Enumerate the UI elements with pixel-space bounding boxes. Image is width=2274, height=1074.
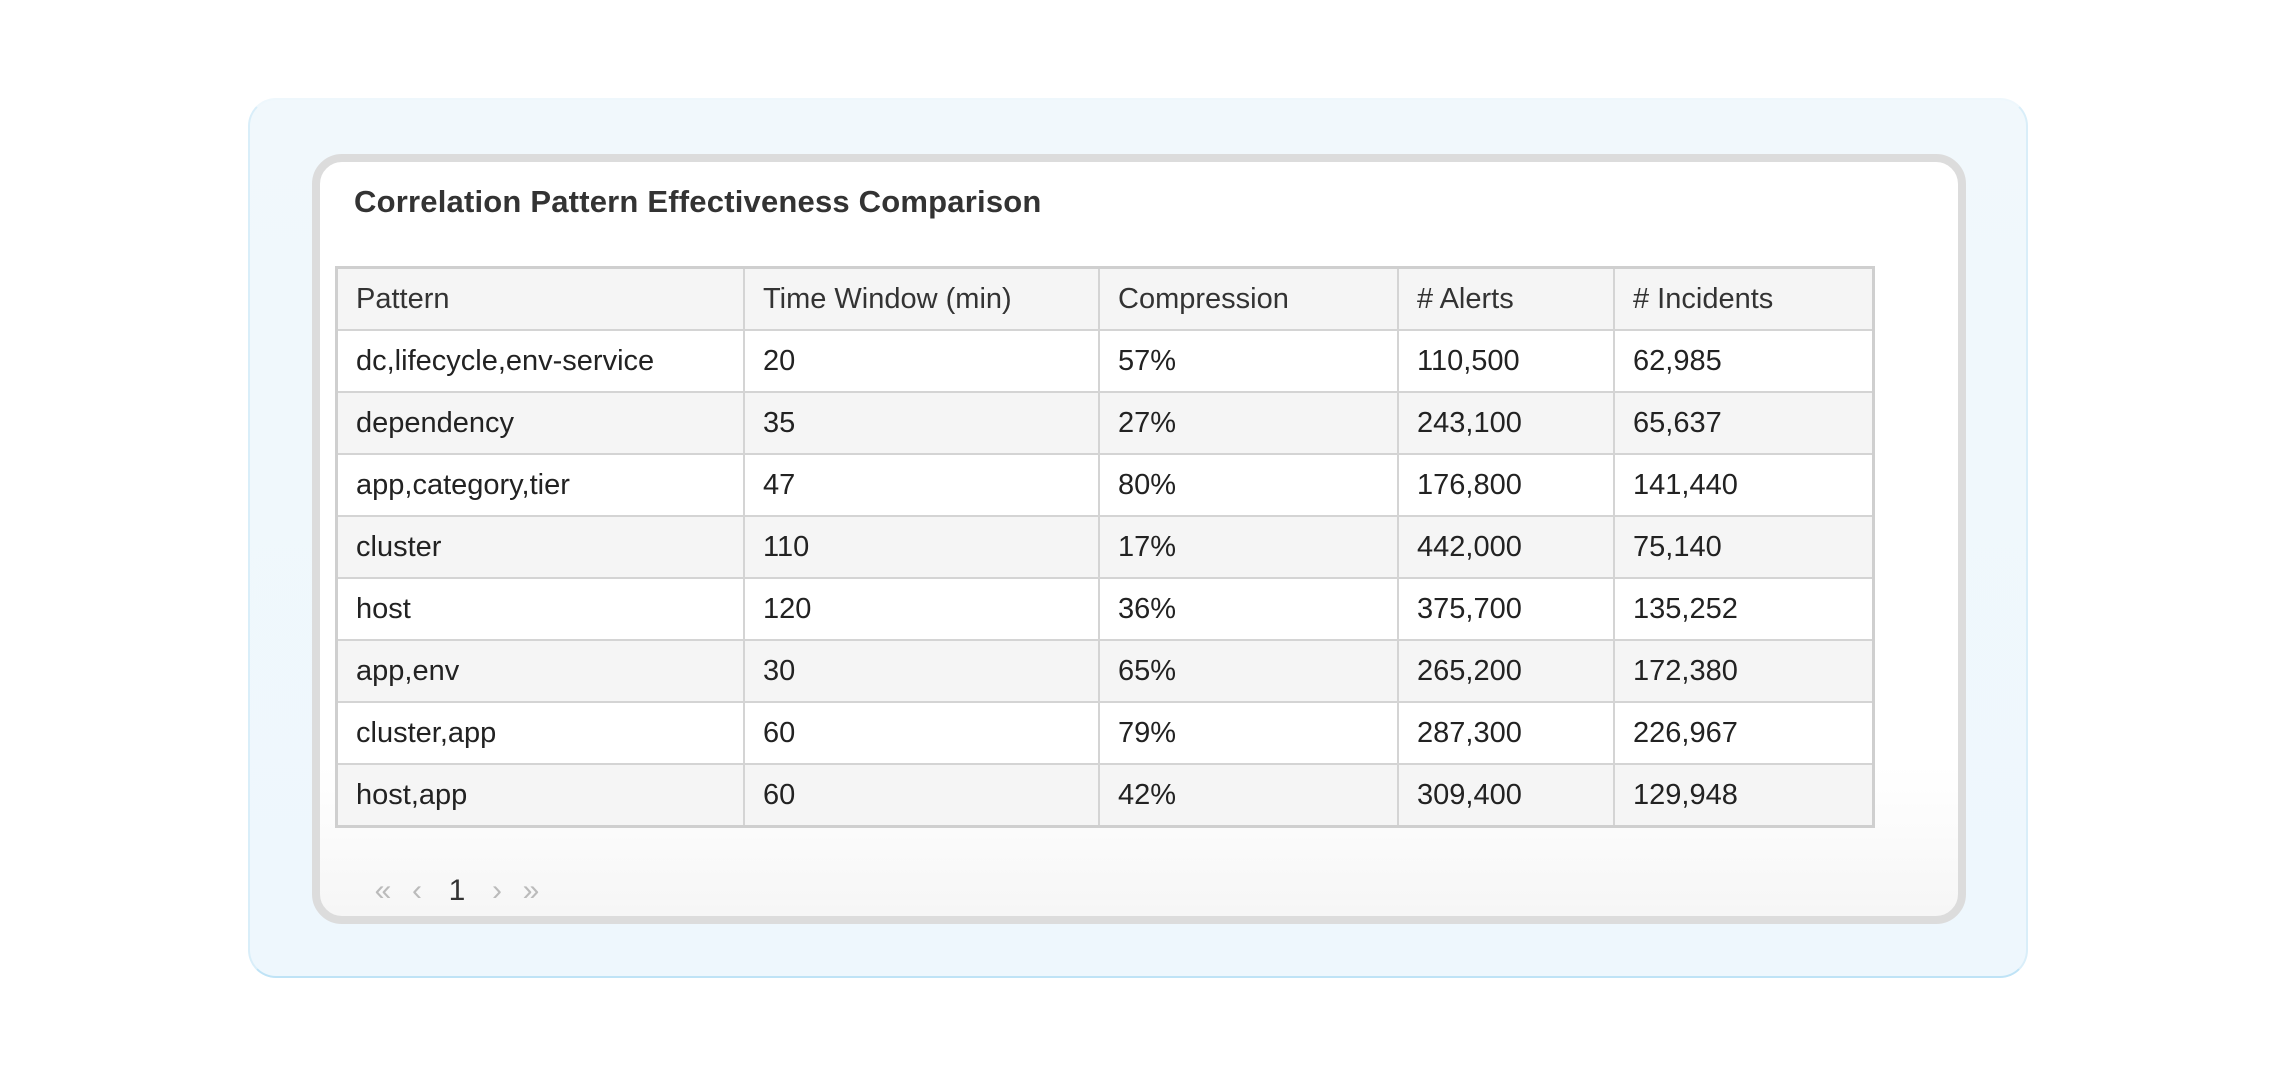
pagination: « ‹ 1 › »	[366, 874, 548, 908]
last-page-icon[interactable]: »	[522, 874, 540, 907]
table-row: app,category,tier 47 80% 176,800 141,440	[335, 453, 1875, 517]
table-row: dependency 35 27% 243,100 65,637	[335, 391, 1875, 455]
cell-pattern: cluster	[335, 515, 745, 579]
widget-title: Correlation Pattern Effectiveness Compar…	[354, 184, 1042, 219]
table-row: cluster 110 17% 442,000 75,140	[335, 515, 1875, 579]
cell-alerts: 442,000	[1397, 515, 1615, 579]
cell-incidents: 135,252	[1613, 577, 1875, 641]
column-header-alerts[interactable]: # Alerts	[1397, 266, 1615, 331]
cell-time-window: 20	[743, 329, 1100, 393]
cell-time-window: 60	[743, 763, 1100, 828]
table-row: app,env 30 65% 265,200 172,380	[335, 639, 1875, 703]
table-widget-panel: Correlation Pattern Effectiveness Compar…	[312, 154, 1966, 924]
cell-alerts: 309,400	[1397, 763, 1615, 828]
cell-pattern: host,app	[335, 763, 745, 828]
cell-incidents: 172,380	[1613, 639, 1875, 703]
cell-alerts: 265,200	[1397, 639, 1615, 703]
cell-time-window: 47	[743, 453, 1100, 517]
cell-pattern: dependency	[335, 391, 745, 455]
column-header-incidents[interactable]: # Incidents	[1613, 266, 1875, 331]
cell-pattern: host	[335, 577, 745, 641]
cell-compression: 57%	[1098, 329, 1399, 393]
cell-pattern: dc,lifecycle,env-service	[335, 329, 745, 393]
cell-time-window: 110	[743, 515, 1100, 579]
cell-compression: 65%	[1098, 639, 1399, 703]
table-header-row: Pattern Time Window (min) Compression # …	[335, 266, 1875, 331]
cell-time-window: 60	[743, 701, 1100, 765]
cell-incidents: 75,140	[1613, 515, 1875, 579]
cell-pattern: cluster,app	[335, 701, 745, 765]
cell-time-window: 30	[743, 639, 1100, 703]
cell-compression: 17%	[1098, 515, 1399, 579]
pattern-table: Pattern Time Window (min) Compression # …	[335, 266, 1875, 828]
cell-incidents: 65,637	[1613, 391, 1875, 455]
previous-page-icon[interactable]: ‹	[412, 874, 422, 907]
table-row: cluster,app 60 79% 287,300 226,967	[335, 701, 1875, 765]
cell-pattern: app,env	[335, 639, 745, 703]
cell-compression: 36%	[1098, 577, 1399, 641]
table-row: host 120 36% 375,700 135,252	[335, 577, 1875, 641]
cell-compression: 80%	[1098, 453, 1399, 517]
cell-alerts: 176,800	[1397, 453, 1615, 517]
cell-time-window: 120	[743, 577, 1100, 641]
cell-pattern: app,category,tier	[335, 453, 745, 517]
table-row: host,app 60 42% 309,400 129,948	[335, 763, 1875, 828]
current-page-number[interactable]: 1	[448, 874, 466, 907]
cell-compression: 42%	[1098, 763, 1399, 828]
column-header-time-window[interactable]: Time Window (min)	[743, 266, 1100, 331]
next-page-icon[interactable]: ›	[492, 874, 502, 907]
cell-incidents: 62,985	[1613, 329, 1875, 393]
cell-alerts: 243,100	[1397, 391, 1615, 455]
cell-incidents: 141,440	[1613, 453, 1875, 517]
cell-compression: 27%	[1098, 391, 1399, 455]
cell-incidents: 226,967	[1613, 701, 1875, 765]
column-header-compression[interactable]: Compression	[1098, 266, 1399, 331]
cell-alerts: 110,500	[1397, 329, 1615, 393]
cell-compression: 79%	[1098, 701, 1399, 765]
column-header-pattern[interactable]: Pattern	[335, 266, 745, 331]
first-page-icon[interactable]: «	[374, 874, 392, 907]
table-row: dc,lifecycle,env-service 20 57% 110,500 …	[335, 329, 1875, 393]
cell-incidents: 129,948	[1613, 763, 1875, 828]
cell-alerts: 375,700	[1397, 577, 1615, 641]
cell-time-window: 35	[743, 391, 1100, 455]
cell-alerts: 287,300	[1397, 701, 1615, 765]
